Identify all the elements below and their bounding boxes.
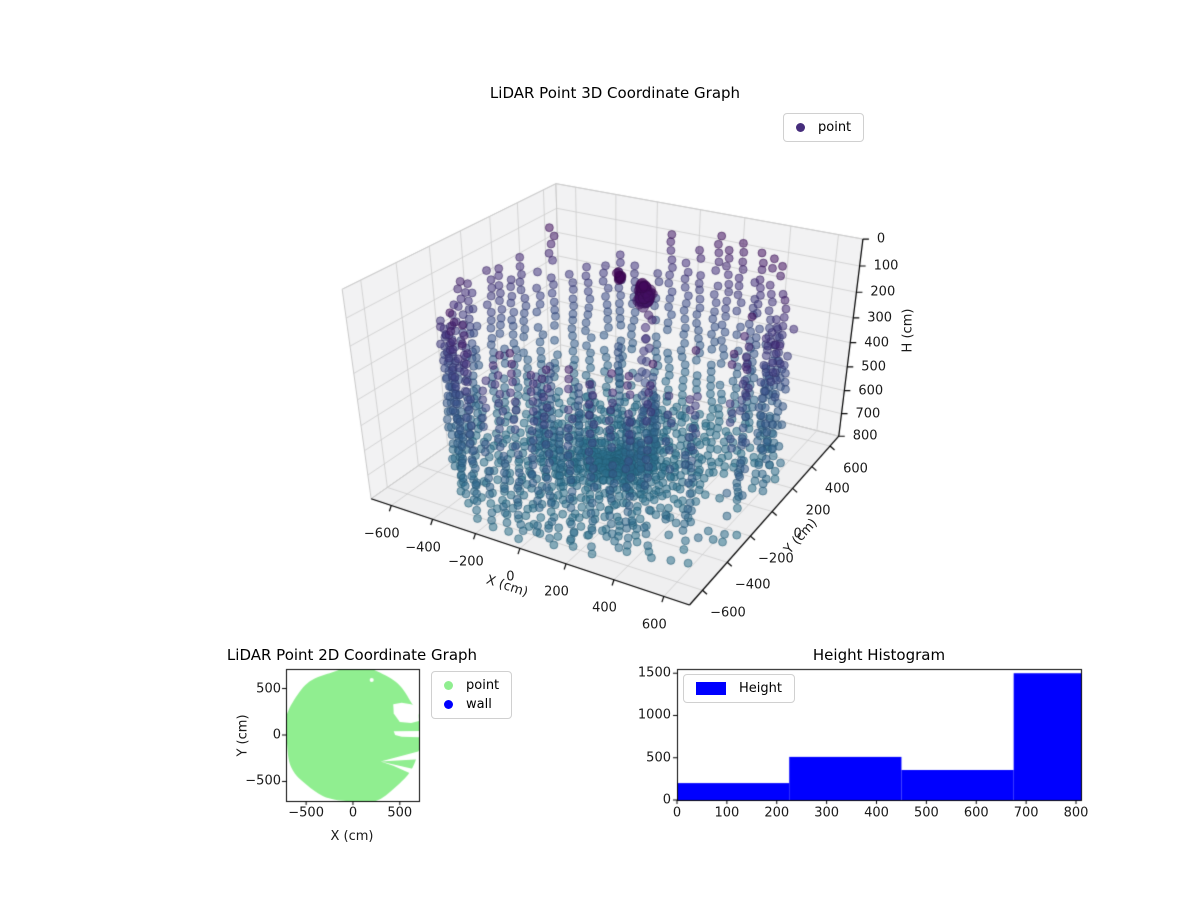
tick-label: 0: [876, 231, 886, 247]
tick-label: 600: [963, 805, 989, 821]
tick-label: −200: [448, 554, 484, 570]
plot3d-title: LiDAR Point 3D Coordinate Graph: [489, 84, 741, 102]
tick-label: −400: [734, 577, 771, 593]
tick-label: 400: [864, 335, 890, 351]
tick-label: 700: [855, 406, 881, 422]
tick-label: −500: [245, 773, 281, 789]
plot2d-x-axis-label: X (cm): [330, 829, 374, 844]
point-legend-label: point: [818, 120, 852, 135]
tick-label: 800: [852, 428, 878, 444]
tick-label: 500: [387, 805, 413, 821]
tick-label: 400: [824, 481, 850, 497]
tick-label: 0: [662, 792, 671, 808]
tick-label: 0: [506, 569, 515, 585]
tick-label: 0: [348, 805, 358, 821]
tick-label: 1500: [637, 665, 671, 681]
plot2d-y-axis-label: Y (cm): [235, 714, 251, 757]
plot2d-title: LiDAR Point 2D Coordinate Graph: [226, 646, 478, 664]
tick-label: 300: [867, 310, 893, 326]
point-legend-marker: [444, 681, 453, 690]
tick-label: 300: [814, 805, 840, 821]
tick-label: −500: [288, 805, 324, 821]
tick-label: 0: [672, 805, 682, 821]
height-legend-marker: [696, 682, 726, 695]
tick-label: 500: [646, 750, 671, 766]
tick-label: 200: [544, 584, 569, 600]
height-legend-label: Height: [739, 681, 782, 696]
tick-label: 400: [864, 805, 889, 821]
tick-label: −600: [710, 605, 746, 621]
tick-label: 600: [641, 617, 667, 633]
tick-label: 600: [843, 461, 868, 477]
wall-legend-label: wall: [466, 697, 492, 712]
histogram-title: Height Histogram: [812, 646, 946, 664]
tick-label: 100: [873, 258, 899, 274]
tick-label: −200: [758, 551, 794, 567]
tick-label: 0: [793, 526, 802, 542]
tick-label: 200: [764, 805, 790, 821]
plot3d-legend: point: [783, 113, 865, 142]
point-legend-label: point: [466, 678, 500, 693]
tick-label: −400: [405, 540, 441, 556]
histogram-legend: Height: [683, 674, 795, 703]
tick-label: 100: [714, 805, 740, 821]
tick-label: 500: [256, 681, 281, 697]
tick-label: 800: [1063, 805, 1089, 821]
tick-label: 600: [858, 383, 884, 399]
tick-label: 400: [592, 600, 617, 616]
tick-label: 1000: [637, 707, 671, 723]
wall-legend-marker: [444, 700, 453, 709]
point-legend-marker: [796, 123, 805, 132]
tick-label: −600: [363, 526, 400, 542]
plot2d-legend: point wall: [431, 671, 513, 719]
tick-label: 700: [1013, 805, 1039, 821]
plot3d-h-axis-label: H (cm): [900, 308, 916, 353]
tick-label: 200: [805, 503, 831, 519]
tick-label: 200: [870, 284, 896, 300]
tick-label: 500: [861, 359, 887, 375]
tick-label: 500: [913, 805, 939, 821]
tick-label: 0: [272, 727, 281, 743]
